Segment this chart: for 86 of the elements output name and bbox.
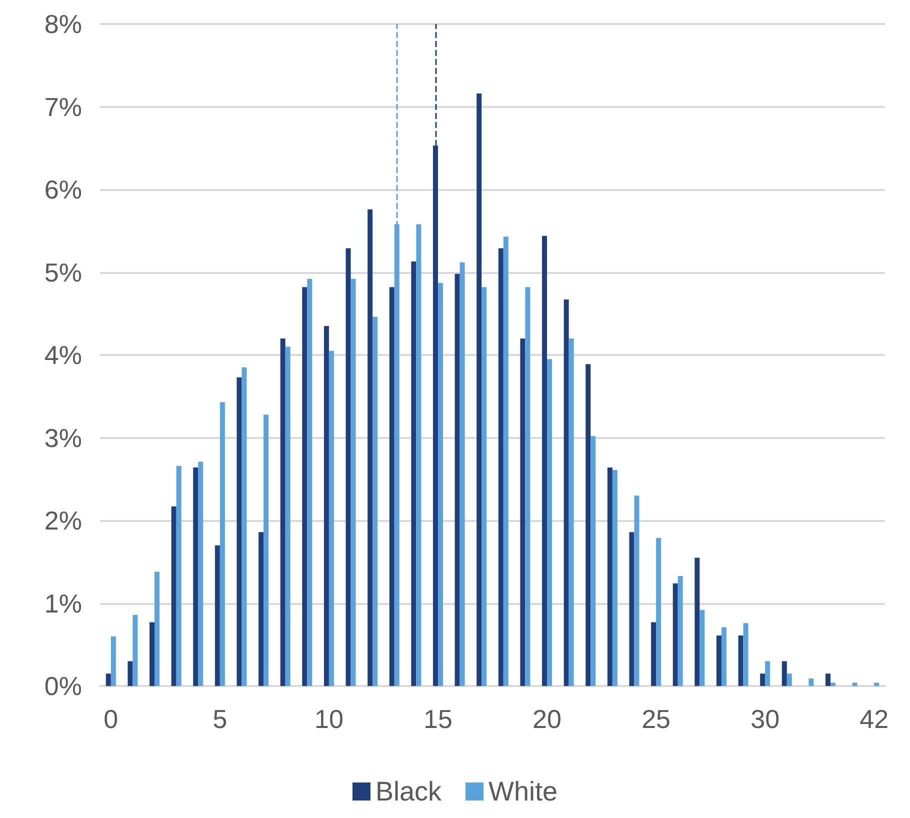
y-tick-label: 2%: [44, 506, 82, 536]
bar: [738, 636, 744, 686]
x-tick-label: 5: [212, 704, 228, 734]
bar: [520, 338, 526, 686]
y-tick-label: 7%: [44, 92, 82, 122]
bar: [438, 283, 443, 686]
bar: [830, 682, 836, 686]
bar: [460, 262, 465, 686]
bar: [214, 545, 220, 686]
bar: [634, 496, 640, 686]
bar: [542, 236, 548, 686]
bar: [454, 274, 460, 686]
bar: [242, 367, 247, 686]
bar: [656, 538, 662, 686]
legend-label: Black: [375, 776, 442, 806]
bar: [498, 248, 504, 686]
bar: [220, 402, 225, 686]
bar: [760, 674, 766, 686]
bar: [590, 436, 596, 686]
y-tick-label: 4%: [44, 340, 82, 370]
bar: [411, 261, 416, 686]
bar: [389, 287, 394, 686]
bar: [193, 468, 198, 686]
bar: [350, 278, 356, 686]
bar: [568, 338, 574, 686]
y-tick-label: 6%: [44, 174, 82, 204]
legend-label: White: [488, 776, 558, 806]
x-tick-label: 30: [750, 704, 780, 734]
bar: [285, 346, 290, 686]
bar: [721, 627, 726, 686]
x-tick-label: 25: [642, 704, 671, 734]
x-tick-label: 0: [104, 704, 118, 734]
bar: [612, 470, 618, 686]
bar: [825, 674, 830, 686]
bar: [176, 466, 182, 686]
bar: [368, 209, 373, 686]
bar: [171, 506, 176, 686]
bar: [678, 576, 683, 686]
bar: [629, 532, 634, 686]
bar: [324, 326, 329, 686]
bar: [482, 287, 487, 686]
x-tick-label: 20: [532, 704, 562, 734]
bar: [476, 94, 482, 686]
bar: [564, 300, 569, 686]
bar: [302, 287, 308, 686]
y-tick-label: 0%: [44, 671, 82, 701]
bar: [503, 236, 508, 686]
y-tick-label: 1%: [44, 588, 82, 618]
bar: [586, 364, 591, 686]
bar: [743, 623, 748, 686]
bar: [808, 678, 814, 686]
bar: [651, 622, 656, 686]
bar: [264, 414, 269, 686]
bar: [694, 558, 700, 686]
bar: [786, 674, 792, 686]
bar: [346, 248, 351, 686]
x-tick-label: 15: [424, 704, 452, 734]
x-tick-label: 10: [314, 704, 344, 734]
y-tick-label: 3%: [44, 422, 82, 453]
bar: [716, 636, 722, 686]
bar: [328, 350, 334, 686]
bar: [372, 316, 378, 686]
bar: [874, 682, 880, 686]
bar: [672, 583, 678, 686]
bar: [307, 278, 312, 686]
bar: [700, 610, 705, 686]
bar: [132, 614, 138, 686]
y-tick-label: 8%: [44, 9, 82, 39]
bar: [110, 636, 116, 686]
bar: [607, 468, 612, 686]
bar: [106, 674, 111, 686]
bar: [150, 622, 155, 686]
bar: [547, 359, 552, 686]
x-tick-label: 42: [860, 704, 889, 734]
bar: [154, 572, 160, 686]
bar: [852, 682, 858, 686]
bar: [416, 224, 422, 686]
bar: [765, 661, 770, 686]
bar: [258, 532, 264, 686]
bar: [236, 377, 242, 686]
bar: [280, 338, 286, 686]
bar: [782, 661, 787, 686]
bar: [525, 287, 530, 686]
bar: [198, 462, 204, 686]
y-tick-label: 5%: [44, 257, 82, 288]
bar: [128, 661, 133, 686]
